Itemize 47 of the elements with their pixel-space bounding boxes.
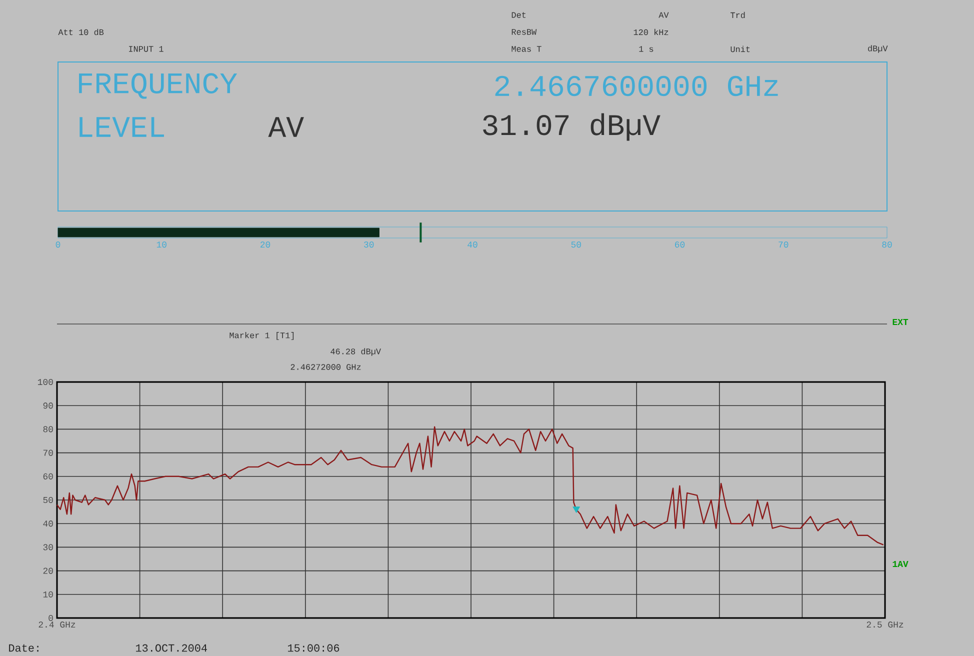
text: AV xyxy=(658,12,669,18)
text: Unit xyxy=(730,46,750,52)
y-tick-label: 40 xyxy=(43,520,53,527)
text: 2.4667600000 GHz xyxy=(495,76,778,96)
y-tick-label: 100 xyxy=(38,378,53,386)
text: ResBW xyxy=(512,29,537,35)
y-tick-label: 50 xyxy=(43,496,53,504)
text: 13.OCT.2004 xyxy=(136,644,207,652)
text: 46.28 dBµV xyxy=(330,348,381,356)
text: 1AV xyxy=(892,561,908,567)
x-tick-label: 40 xyxy=(468,242,478,248)
text: 2.46272000 GHz xyxy=(290,364,361,370)
x-tick-label: 2.4 GHz xyxy=(38,622,76,628)
text: Trd xyxy=(730,12,745,18)
y-tick-label: 80 xyxy=(43,426,53,432)
text: dBµV xyxy=(868,45,888,53)
x-tick-label: 2.5 GHz xyxy=(866,622,904,628)
x-tick-label: 70 xyxy=(778,242,788,248)
y-tick-label: 0 xyxy=(48,614,53,622)
y-tick-label: 90 xyxy=(43,402,53,409)
y-tick-label: 70 xyxy=(43,450,53,456)
x-tick-label: 20 xyxy=(260,242,270,248)
text: Date: xyxy=(9,644,38,652)
x-tick-label: 10 xyxy=(156,242,166,248)
text: 1 s xyxy=(639,46,654,52)
x-tick-label: 60 xyxy=(675,242,685,248)
y-tick-label: 30 xyxy=(43,544,53,550)
text: 31.07 dBµV xyxy=(483,113,660,141)
x-tick-label: 80 xyxy=(882,242,892,248)
text: LEVEL xyxy=(80,117,164,137)
text: Att 10 dB xyxy=(58,28,104,36)
y-tick-label: 60 xyxy=(43,473,53,480)
line-series xyxy=(56,426,884,546)
text: FREQUENCY xyxy=(79,73,238,99)
text: 15:00:06 xyxy=(288,644,340,652)
x-tick-label: 30 xyxy=(364,242,374,248)
x-tick-label: 50 xyxy=(571,242,581,248)
y-tick-label: 20 xyxy=(43,568,53,574)
text: Marker 1 [T1] xyxy=(230,332,294,340)
y-tick-label: 10 xyxy=(43,591,53,598)
text: EXT xyxy=(892,319,908,325)
x-tick-label: 0 xyxy=(56,242,60,248)
text: Meas T xyxy=(512,46,542,52)
text: 120 kHz xyxy=(634,28,668,36)
text: AV xyxy=(268,117,304,137)
text: Det xyxy=(512,12,526,18)
text: INPUT 1 xyxy=(129,46,164,52)
